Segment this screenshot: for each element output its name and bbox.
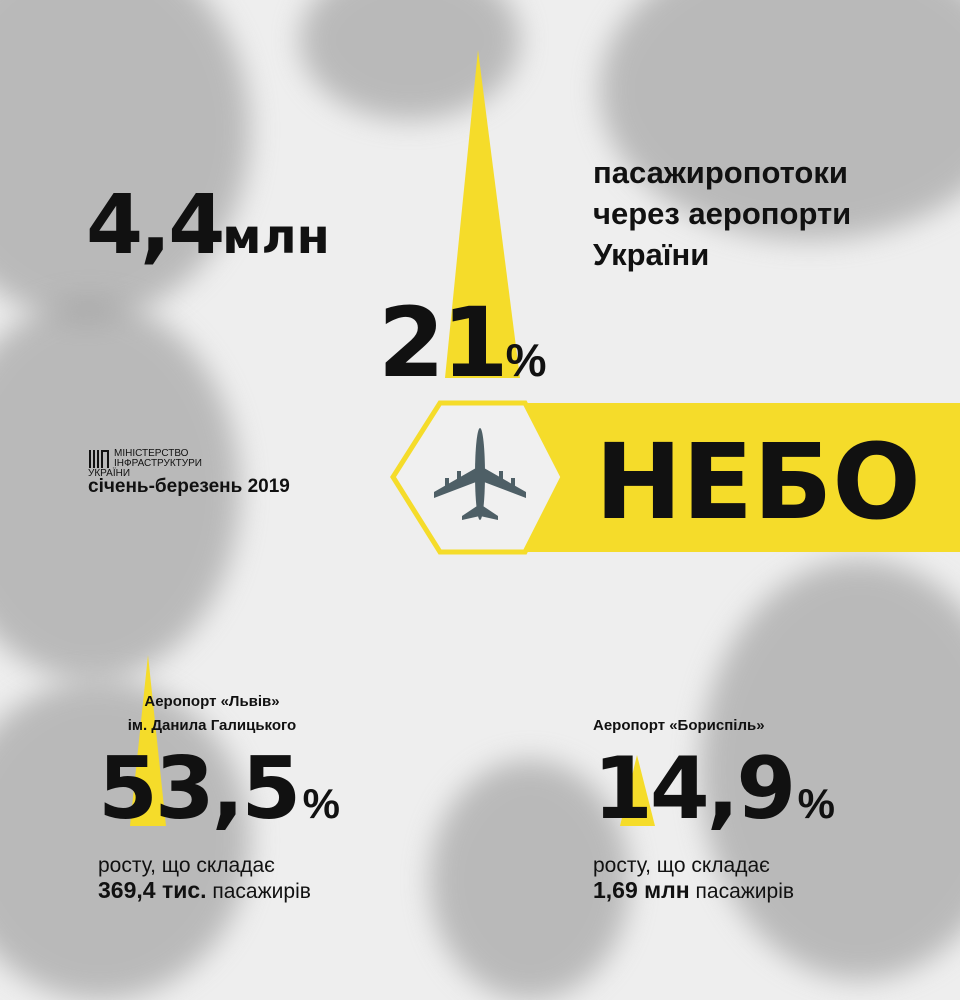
passenger-amount: 369,4 тис. <box>98 877 207 903</box>
airplane-icon <box>434 428 526 520</box>
airport-unit: % <box>302 780 340 827</box>
growth-stat: 21% <box>378 295 547 391</box>
growth-value: 21 <box>378 287 509 399</box>
growth-unit: % <box>505 334 547 386</box>
growth-text: росту, що складає <box>98 854 275 877</box>
amount-suffix: пасажирів <box>212 880 311 903</box>
passenger-amount: 1,69 млн <box>593 877 690 903</box>
headline-value: 4,4 <box>86 178 225 273</box>
yellow-banner <box>440 403 960 552</box>
growth-text: росту, що складає <box>593 854 770 877</box>
subtitle-line: через аеропорти <box>593 196 852 231</box>
airport-boryspil: Аеропорт «Бориспіль» 14,9 % росту, що ск… <box>593 714 835 904</box>
airport-value: 14,9 <box>593 739 796 839</box>
subtitle-line: України <box>593 237 710 272</box>
subtitle: пасажиропотоки через аеропорти України <box>593 152 851 275</box>
headline-stat: 4,4млн <box>86 185 330 267</box>
airport-name: Аеропорт «Бориспіль» <box>593 717 765 734</box>
lviv-triangle <box>130 655 166 826</box>
airport-value: 53,5 <box>98 739 301 839</box>
airport-unit: % <box>797 780 835 827</box>
airport-lviv: Аеропорт «Львів» ім. Данила Галицького 5… <box>98 690 340 904</box>
decor-shapes <box>130 50 960 826</box>
airport-name: Аеропорт «Львів» <box>144 693 280 710</box>
boryspil-triangle <box>620 755 655 826</box>
ministry-name: МІНІСТЕРСТВО <box>114 448 189 459</box>
airport-name: ім. Данила Галицького <box>127 717 297 734</box>
subtitle-line: пасажиропотоки <box>593 155 848 190</box>
period: січень-березень 2019 <box>88 476 290 497</box>
amount-suffix: пасажирів <box>695 880 795 903</box>
tall-triangle <box>445 50 520 378</box>
ministry-name: ІНФРАСТРУКТУРИ УКРАЇНИ <box>88 458 202 479</box>
headline-unit: млн <box>222 209 330 265</box>
ministry-logo-icon <box>89 450 109 468</box>
ministry-logo: МІНІСТЕРСТВО ІНФРАСТРУКТУРИ УКРАЇНИ <box>88 449 221 479</box>
banner-label: НЕБО <box>595 421 921 543</box>
